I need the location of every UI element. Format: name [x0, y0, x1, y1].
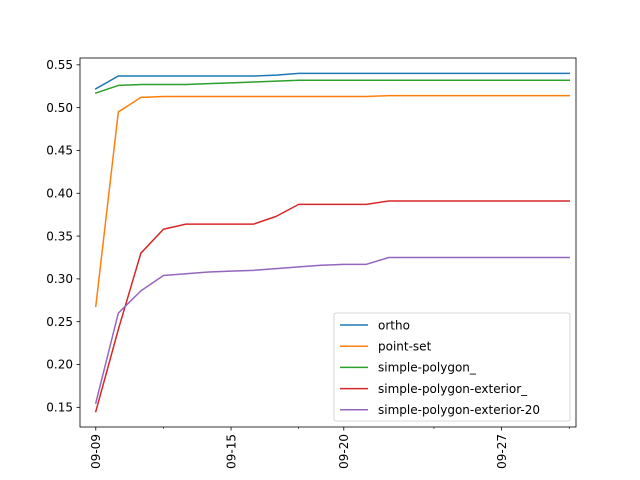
series-line-ortho [94, 72, 570, 90]
x-tick-label: 09-27 [495, 434, 509, 469]
legend-label: simple-polygon-exterior_ [378, 382, 528, 396]
legend-label: simple-polygon_ [378, 361, 477, 375]
y-tick-label: 0.50 [46, 101, 73, 115]
x-tick-label: 09-15 [224, 434, 238, 469]
y-tick-label: 0.15 [46, 401, 73, 415]
series-line-simple-polygon-exterior [94, 200, 570, 413]
y-tick-label: 0.40 [46, 186, 73, 200]
plot-frame [79, 57, 577, 428]
y-tick-label: 0.25 [46, 315, 73, 329]
x-tick-label: 09-09 [89, 434, 103, 469]
legend: ortho point-set simple-polygon_ simple-poly… [333, 312, 571, 422]
legend-label: point-set [378, 340, 432, 354]
y-tick-label: 0.20 [46, 358, 73, 372]
series-line-simple-polygon [94, 79, 570, 95]
y-tick-label: 0.30 [46, 272, 73, 286]
legend-box [333, 312, 571, 422]
y-tick-label: 0.45 [46, 144, 73, 158]
x-tick-label: 09-20 [337, 434, 351, 469]
axes: 0.15 0.20 0.25 0.30 0.35 0.40 0.45 0.50 0.55 09-0… [46, 57, 577, 469]
series-line-point-set [94, 94, 570, 308]
y-tick-label: 0.55 [46, 58, 73, 72]
series-line-simple-polygon-exterior-20 [94, 256, 570, 404]
y-tick-label: 0.35 [46, 229, 73, 243]
series-lines [94, 72, 570, 413]
legend-label: ortho [378, 318, 410, 332]
legend-label: simple-polygon-exterior-20 [378, 403, 540, 417]
